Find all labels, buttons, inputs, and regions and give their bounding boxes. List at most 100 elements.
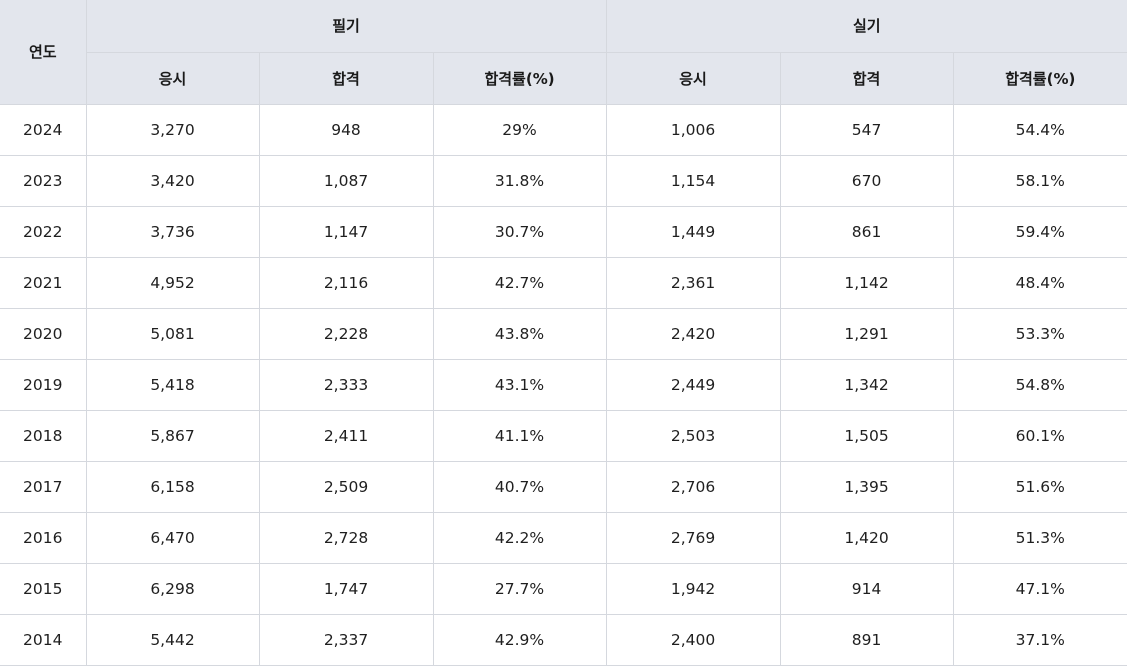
table-row: 2024 3,270 948 29% 1,006 547 54.4% [0,103,1127,156]
written-exam-group-header: 필기 [85,0,607,53]
written-pass-rate-cell: 43.8% [432,307,607,360]
practical-passed-header: 합격 [779,51,954,105]
written-pass-rate-cell: 31.8% [432,154,607,207]
table-body: 2024 3,270 948 29% 1,006 547 54.4% 2023 3,420 1,0… [0,103,1127,666]
written-applicants-cell: 3,420 [85,154,260,207]
written-applicants-cell: 4,952 [85,256,260,309]
practical-applicants-cell: 2,449 [605,358,781,411]
practical-applicants-header: 응시 [605,51,781,105]
practical-pass-rate-cell: 53.3% [952,307,1127,360]
written-passed-cell: 948 [258,103,434,156]
written-passed-header: 합격 [258,51,434,105]
year-cell: 2014 [0,613,87,666]
written-passed-cell: 2,728 [258,511,434,564]
practical-pass-rate-cell: 60.1% [952,409,1127,462]
year-cell: 2023 [0,154,87,207]
written-passed-cell: 2,116 [258,256,434,309]
table-row: 2016 6,470 2,728 42.2% 2,769 1,420 51.3% [0,511,1127,564]
practical-applicants-cell: 1,154 [605,154,781,207]
practical-passed-cell: 547 [779,103,954,156]
written-pass-rate-cell: 43.1% [432,358,607,411]
table-row: 2019 5,418 2,333 43.1% 2,449 1,342 54.8% [0,358,1127,411]
practical-pass-rate-cell: 54.4% [952,103,1127,156]
practical-passed-cell: 670 [779,154,954,207]
written-applicants-cell: 6,470 [85,511,260,564]
practical-pass-rate-cell: 51.3% [952,511,1127,564]
year-cell: 2024 [0,103,87,156]
written-applicants-cell: 6,158 [85,460,260,513]
written-passed-cell: 2,411 [258,409,434,462]
practical-applicants-cell: 2,503 [605,409,781,462]
written-applicants-cell: 5,418 [85,358,260,411]
practical-pass-rate-header: 합격률(%) [952,51,1127,105]
table-row: 2018 5,867 2,411 41.1% 2,503 1,505 60.1% [0,409,1127,462]
written-passed-cell: 2,333 [258,358,434,411]
written-applicants-header: 응시 [86,51,260,105]
practical-passed-cell: 1,142 [779,256,954,309]
table-row: 2021 4,952 2,116 42.7% 2,361 1,142 48.4% [0,256,1127,309]
practical-applicants-cell: 2,361 [605,256,781,309]
practical-pass-rate-cell: 48.4% [952,256,1127,309]
year-cell: 2015 [0,562,87,615]
practical-applicants-cell: 1,942 [605,562,781,615]
written-pass-rate-cell: 42.9% [432,613,607,666]
written-passed-cell: 1,147 [258,205,434,258]
written-applicants-cell: 5,442 [85,613,260,666]
practical-passed-cell: 914 [779,562,954,615]
table-row: 2014 5,442 2,337 42.9% 2,400 891 37.1% [0,613,1127,666]
written-applicants-cell: 6,298 [85,562,260,615]
practical-applicants-cell: 1,006 [605,103,781,156]
year-cell: 2019 [0,358,87,411]
header-sub-row: 응시 합격 합격률(%) 응시 합격 합격률(%) [0,51,1127,105]
header-group-row: 연도 필기 실기 [0,0,1127,105]
practical-passed-cell: 1,505 [779,409,954,462]
year-cell: 2016 [0,511,87,564]
table-row: 2023 3,420 1,087 31.8% 1,154 670 58.1% [0,154,1127,207]
written-pass-rate-cell: 27.7% [432,562,607,615]
written-passed-cell: 2,228 [258,307,434,360]
written-pass-rate-cell: 29% [432,103,607,156]
year-cell: 2022 [0,205,87,258]
written-pass-rate-cell: 42.2% [432,511,607,564]
written-applicants-cell: 5,081 [85,307,260,360]
practical-passed-cell: 1,342 [779,358,954,411]
practical-passed-cell: 1,291 [779,307,954,360]
year-column-header: 연도 [0,0,87,105]
practical-pass-rate-cell: 37.1% [952,613,1127,666]
practical-passed-cell: 891 [779,613,954,666]
practical-pass-rate-cell: 47.1% [952,562,1127,615]
written-pass-rate-cell: 40.7% [432,460,607,513]
written-pass-rate-header: 합격률(%) [432,51,607,105]
practical-applicants-cell: 2,706 [605,460,781,513]
practical-passed-cell: 1,395 [779,460,954,513]
written-passed-cell: 2,509 [258,460,434,513]
year-cell: 2018 [0,409,87,462]
table-row: 2020 5,081 2,228 43.8% 2,420 1,291 53.3% [0,307,1127,360]
written-pass-rate-cell: 41.1% [432,409,607,462]
practical-applicants-cell: 2,769 [605,511,781,564]
written-passed-cell: 2,337 [258,613,434,666]
practical-applicants-cell: 2,420 [605,307,781,360]
table-row: 2015 6,298 1,747 27.7% 1,942 914 47.1% [0,562,1127,615]
practical-pass-rate-cell: 59.4% [952,205,1127,258]
practical-exam-group-header: 실기 [605,0,1127,53]
practical-pass-rate-cell: 54.8% [952,358,1127,411]
practical-passed-cell: 1,420 [779,511,954,564]
year-cell: 2020 [0,307,87,360]
year-cell: 2021 [0,256,87,309]
practical-applicants-cell: 2,400 [605,613,781,666]
written-passed-cell: 1,747 [258,562,434,615]
written-applicants-cell: 3,736 [85,205,260,258]
table-header: 연도 필기 실기 응시 합격 합격률(%) 응시 합격 합격률(%) [0,0,1127,105]
table-row: 2017 6,158 2,509 40.7% 2,706 1,395 51.6% [0,460,1127,513]
written-passed-cell: 1,087 [258,154,434,207]
table-row: 2022 3,736 1,147 30.7% 1,449 861 59.4% [0,205,1127,258]
practical-applicants-cell: 1,449 [605,205,781,258]
written-pass-rate-cell: 30.7% [432,205,607,258]
practical-pass-rate-cell: 58.1% [952,154,1127,207]
year-cell: 2017 [0,460,87,513]
written-applicants-cell: 5,867 [85,409,260,462]
written-applicants-cell: 3,270 [85,103,260,156]
practical-pass-rate-cell: 51.6% [952,460,1127,513]
